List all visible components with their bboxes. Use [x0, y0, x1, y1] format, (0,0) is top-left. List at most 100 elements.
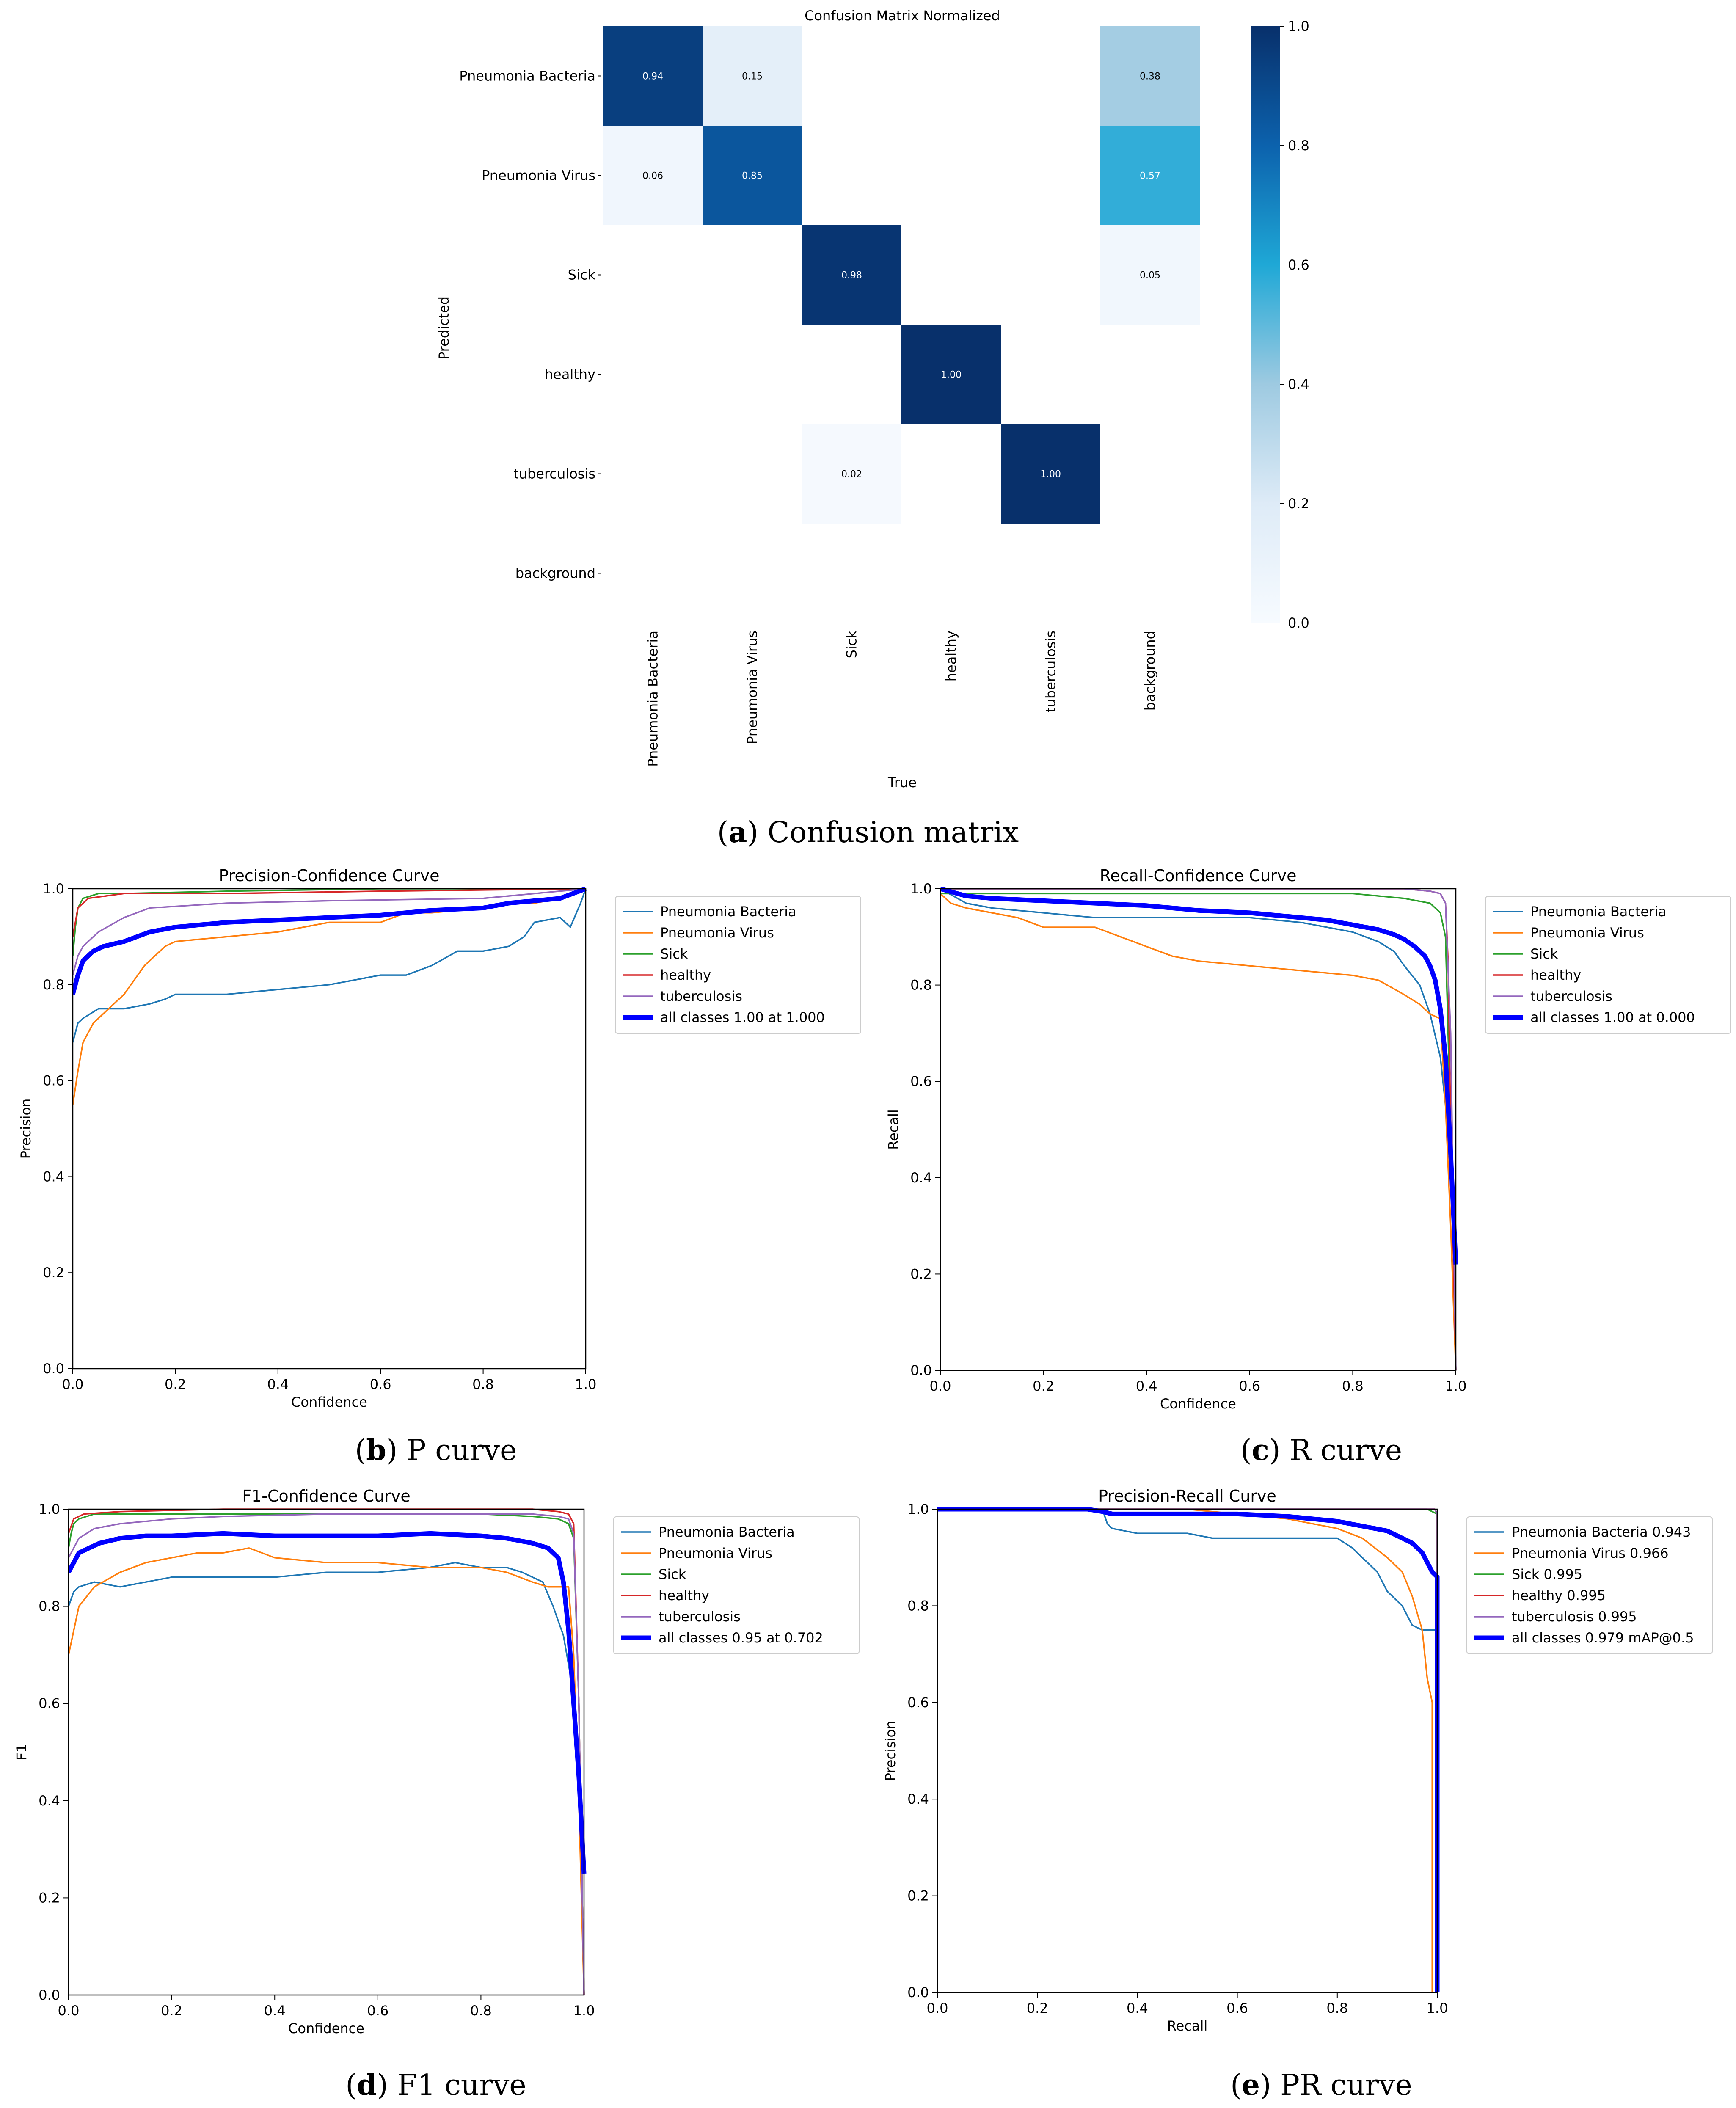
legend-label: Pneumonia Virus 0.966 [1512, 1545, 1669, 1561]
legend-label: healthy [660, 967, 711, 983]
confusion-xlabel: True [887, 774, 917, 791]
chart-title: F1-Confidence Curve [242, 1487, 411, 1505]
legend-label: all classes 0.979 mAP@0.5 [1512, 1630, 1694, 1646]
legend-label: tuberculosis [1530, 988, 1612, 1004]
colorbar: 0.0 0.2 0.4 0.6 0.8 1.0 [1251, 18, 1309, 631]
y-tick-label: 0.6 [910, 1073, 932, 1089]
x-tick-label: 0.0 [58, 2003, 80, 2019]
x-tick-label: 1.0 [573, 2003, 595, 2019]
legend-box [1485, 896, 1731, 1034]
caption-c: (c) R curve [1240, 1433, 1402, 1467]
x-tick-label: 0.0 [62, 1376, 84, 1392]
legend-label: Pneumonia Bacteria [1530, 904, 1667, 920]
legend-label: Sick [659, 1566, 686, 1582]
x-tick-label: 0.6 [1239, 1378, 1260, 1394]
legend-box [613, 1516, 860, 1654]
x-tick-label: 1.0 [1445, 1378, 1467, 1394]
y-axis-label: Precision [18, 1099, 34, 1159]
colorbar-bar [1251, 26, 1280, 623]
x-tick-label: 0.2 [1027, 2000, 1048, 2016]
legend-label: Pneumonia Virus [1530, 925, 1644, 941]
x-tick-label: 0.4 [1136, 1378, 1157, 1394]
legend-label: tuberculosis [660, 988, 742, 1004]
cm-col-label: Sick [844, 631, 860, 659]
cm-cell-value: 1.00 [941, 370, 962, 380]
legend-label: healthy [1530, 967, 1581, 983]
colorbar-tick-label: 0.4 [1288, 376, 1309, 392]
confusion-cells: 0.94 0.15 0.38 0.06 0.85 0.57 0.98 0.05 1.00 0.02… [603, 26, 1200, 524]
x-tick-label: 0.8 [472, 1376, 494, 1392]
f1-confidence-chart: F1-Confidence Curve 0.0 0.2 0.4 0.6 0.8 1.0 0.0… [14, 1487, 860, 2036]
cm-cell [703, 126, 802, 225]
series-line-all-classes [937, 1507, 1440, 1992]
series-line-pneumonia-virus [937, 1508, 1433, 1992]
cm-cell-value: 0.85 [742, 171, 763, 182]
y-tick-label: 0.6 [907, 1695, 929, 1711]
y-tick-label: 0.4 [43, 1168, 64, 1185]
series-line-pneumonia-bacteria [69, 1562, 585, 1849]
cm-cell-value: 1.00 [1040, 469, 1061, 480]
x-tick-label: 0.2 [1033, 1378, 1054, 1394]
precision-recall-chart: Precision-Recall Curve 0.0 0.2 0.4 0.6 0.8 1.0… [882, 1487, 1713, 2034]
recall-confidence-chart: Recall-Confidence Curve 0.0 0.2 0.4 0.6 0.8 1.… [885, 866, 1731, 1412]
cm-col-label: Pneumonia Virus [744, 631, 761, 744]
cm-cell-value: 0.05 [1140, 270, 1160, 281]
x-tick-label: 0.6 [367, 2003, 389, 2019]
cm-col-label: Pneumonia Bacteria [645, 631, 661, 767]
series-line-pneumonia-virus [73, 888, 586, 1105]
caption-d: (d) F1 curve [345, 2068, 526, 2102]
chart-title: Recall-Confidence Curve [1100, 866, 1297, 885]
cm-cell [1001, 424, 1100, 524]
cm-col-label: tuberculosis [1043, 631, 1059, 713]
series-line-sick [69, 1513, 585, 1995]
cm-cell-value: 0.15 [742, 72, 763, 82]
caption-e: (e) PR curve [1230, 2068, 1412, 2102]
series-line-sick [940, 893, 1457, 1371]
series-line-all-classes [73, 887, 587, 995]
chart-title: Precision-Recall Curve [1098, 1487, 1276, 1505]
legend-label: Pneumonia Bacteria [659, 1524, 795, 1540]
cm-cell [1100, 225, 1200, 325]
legend-label: Pneumonia Bacteria 0.943 [1512, 1524, 1691, 1540]
caption-b: (b) P curve [355, 1433, 517, 1467]
cm-cell [603, 26, 703, 126]
legend-label: Pneumonia Bacteria [660, 904, 796, 920]
y-tick-label: 0.8 [910, 977, 932, 993]
cm-row-label: healthy [545, 366, 595, 383]
plot-frame [72, 888, 587, 1370]
cm-cell-value: 0.38 [1140, 72, 1160, 82]
y-tick-label: 0.8 [43, 977, 64, 993]
legend-label: tuberculosis [659, 1609, 741, 1625]
x-tick-label: 0.2 [165, 1376, 186, 1392]
legend-label: Sick [1530, 946, 1558, 962]
chart-title: Precision-Confidence Curve [219, 866, 439, 885]
y-tick-label: 1.0 [910, 881, 932, 897]
y-axis-label: Recall [885, 1109, 901, 1149]
x-tick-label: 0.8 [470, 2003, 492, 2019]
y-tick-label: 0.0 [43, 1361, 64, 1377]
cm-cell [1100, 126, 1200, 225]
legend-box [615, 896, 861, 1034]
y-tick-label: 1.0 [907, 1501, 929, 1517]
confusion-col-labels: Pneumonia Bacteria Pneumonia Virus Sick hea… [645, 631, 1158, 767]
y-tick-label: 0.2 [39, 1890, 60, 1906]
x-axis-label: Confidence [1160, 1396, 1236, 1412]
series-line-pneumonia-bacteria [937, 1508, 1438, 1992]
series-line-tuberculosis [937, 1508, 1438, 1992]
series-line-pneumonia-virus [940, 893, 1457, 1371]
caption-a: (a) Confusion matrix [717, 816, 1019, 849]
legend-label: Sick 0.995 [1512, 1566, 1582, 1582]
plot-frame [937, 1508, 1438, 1993]
cm-cell [901, 325, 1001, 424]
y-tick-label: 0.4 [39, 1793, 60, 1809]
confusion-title: Confusion Matrix Normalized [805, 8, 1000, 24]
cm-col-label: healthy [943, 631, 959, 681]
series-line-healthy [937, 1508, 1438, 1992]
x-tick-label: 1.0 [1427, 2000, 1448, 2016]
cm-cell [603, 126, 703, 225]
cm-row-label: background [515, 565, 595, 581]
legend-label: tuberculosis 0.995 [1512, 1609, 1637, 1625]
x-tick-label: 0.4 [267, 1376, 289, 1392]
legend-label: healthy 0.995 [1512, 1587, 1606, 1604]
